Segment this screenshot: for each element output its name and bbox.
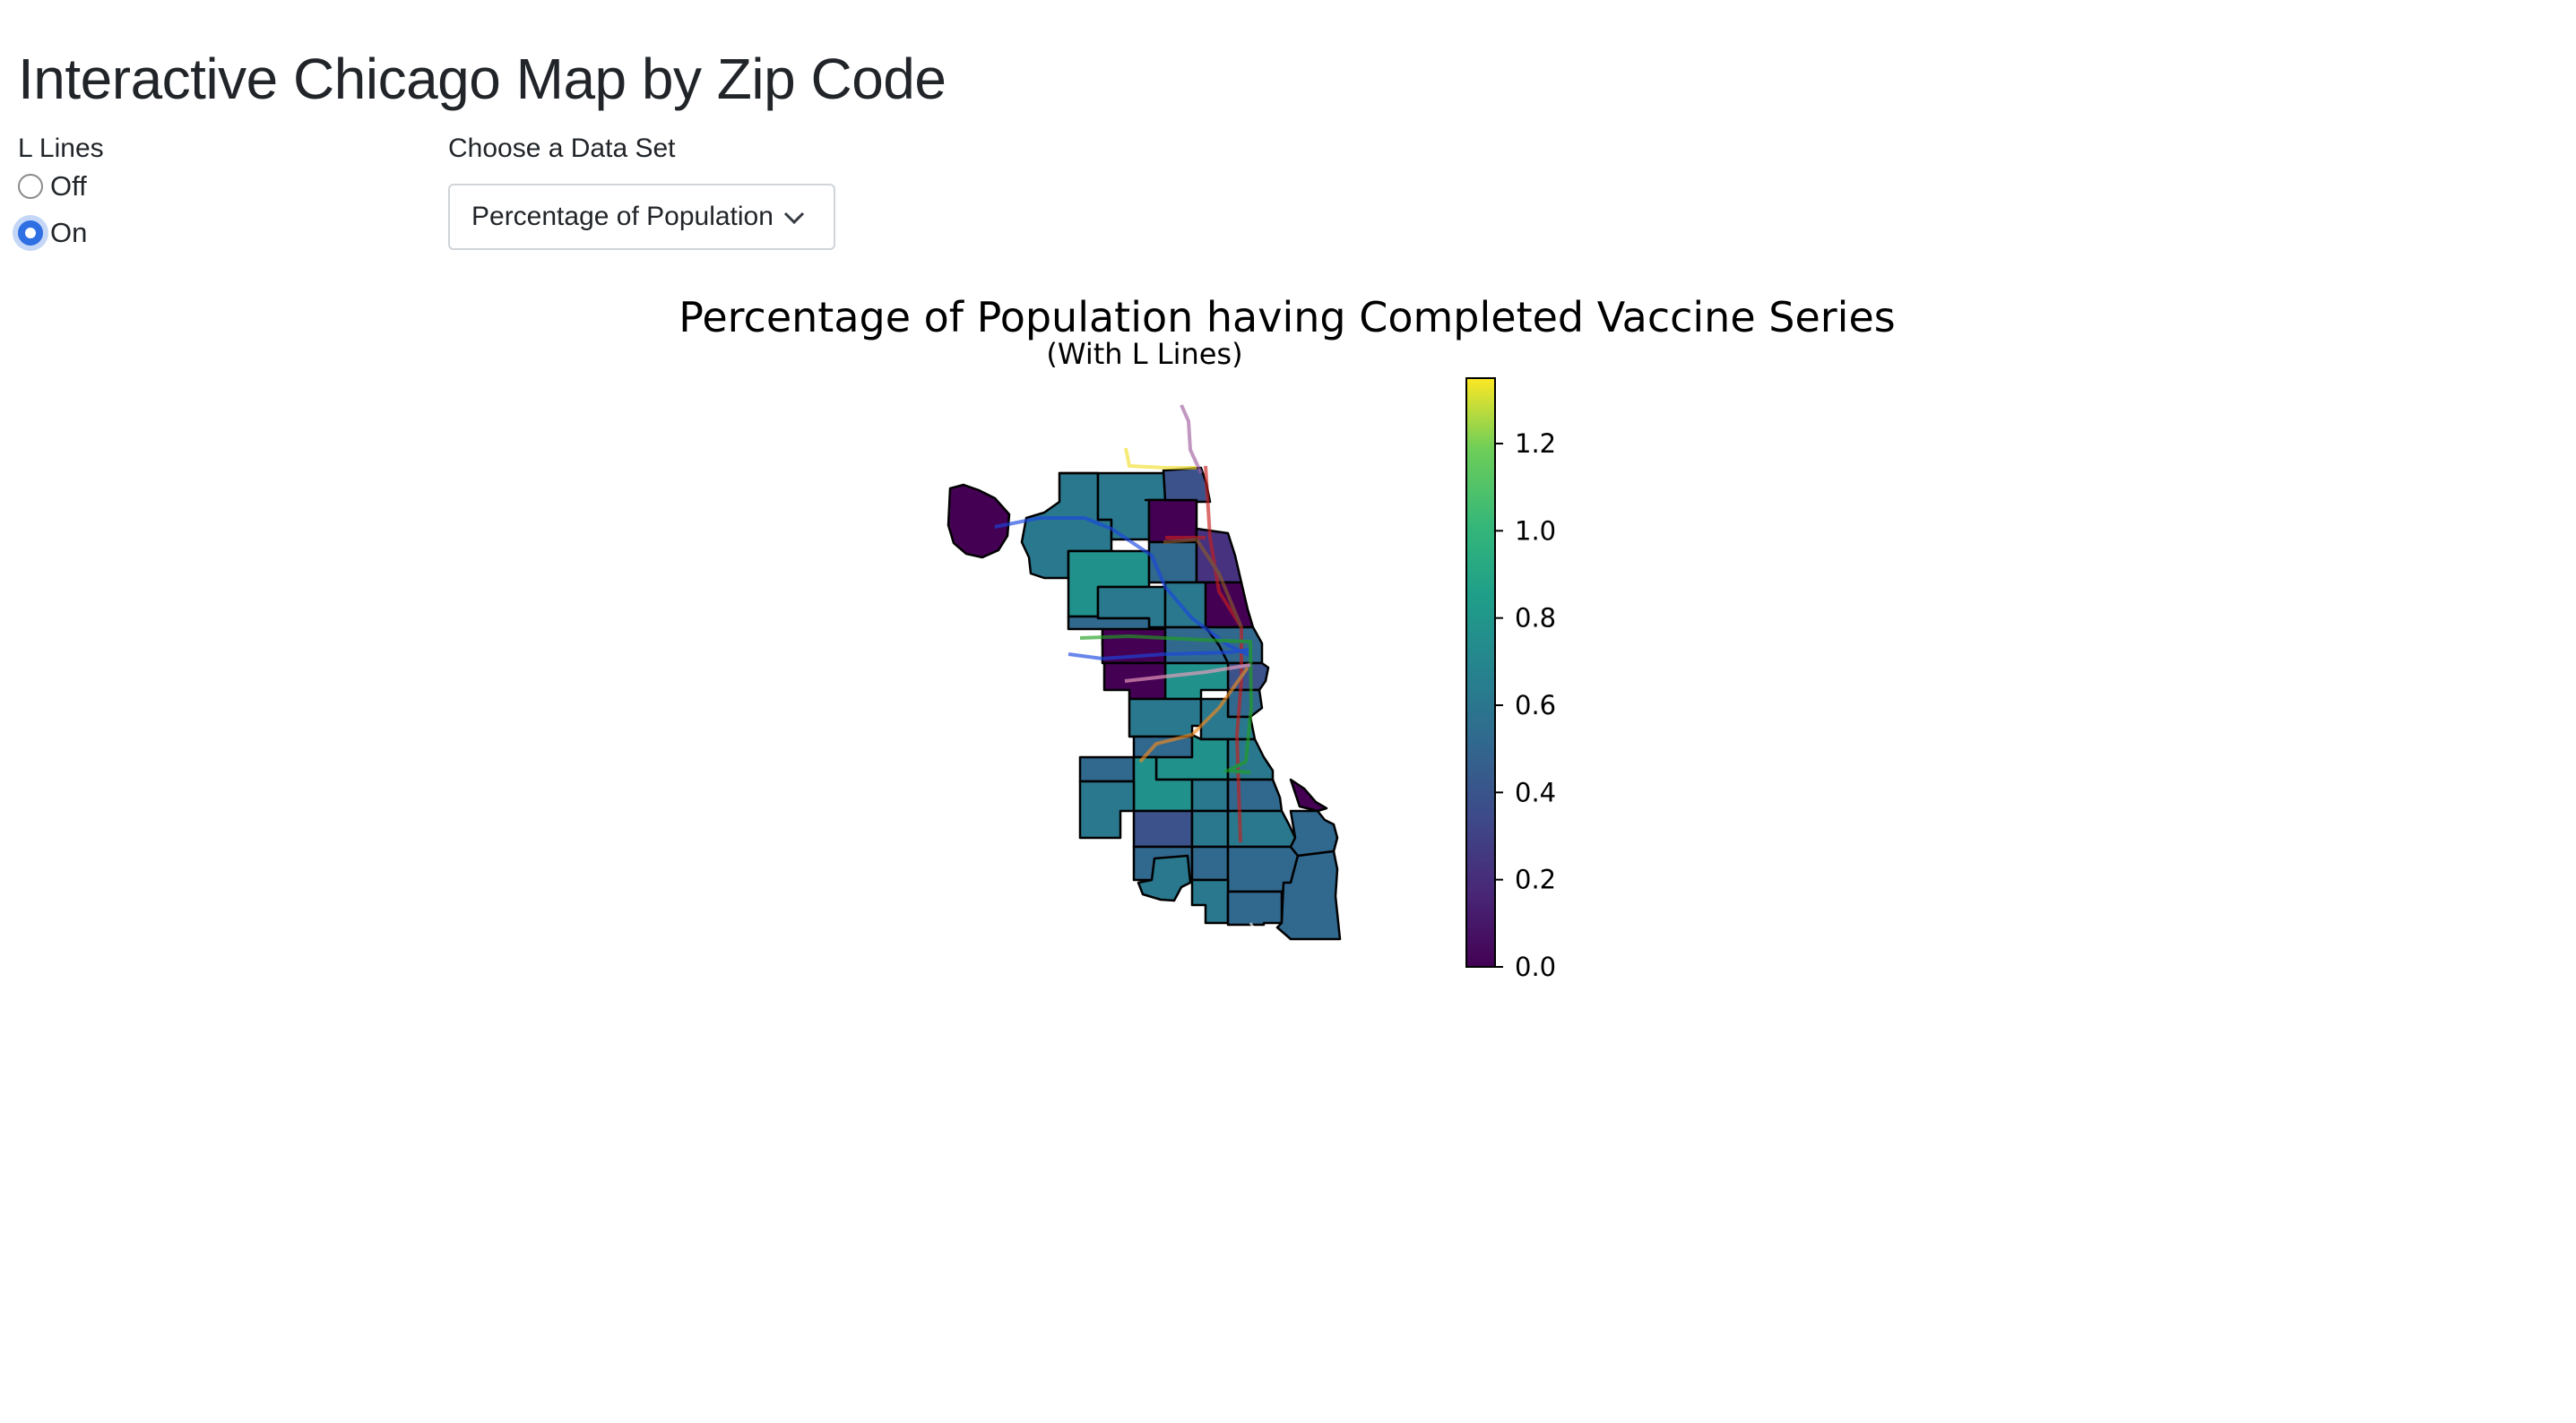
- zip-region-hegewisch: [1275, 849, 1342, 941]
- zip-region-gage-park: [1190, 778, 1230, 813]
- l-lines-on-option[interactable]: On: [18, 217, 87, 249]
- dataset-select-value: Percentage of Population having Complete…: [471, 202, 772, 231]
- chart-title: Percentage of Population having Complete…: [679, 293, 1895, 341]
- zip-region-avondale: [1163, 581, 1207, 629]
- orange-line: [1138, 666, 1249, 763]
- l-lines-off-radio[interactable]: [18, 174, 43, 199]
- l-lines-on-radio[interactable]: [18, 220, 43, 246]
- colorbar-ticks: 0.0 0.2 0.4 0.6 0.8 1.0 1.2: [1495, 428, 1556, 982]
- zip-region-pilsen: [1128, 697, 1203, 738]
- zip-region-east-side: [1289, 809, 1339, 858]
- zip-region-south-shore: [1289, 778, 1328, 813]
- red-line: [1204, 465, 1243, 843]
- chevron-down-icon: [782, 205, 807, 235]
- blue-line-west: [1068, 648, 1251, 661]
- l-lines-on-label: On: [50, 217, 88, 248]
- zip-region-garfield-ridge: [1078, 755, 1136, 783]
- grey-outline: [1249, 922, 1283, 943]
- l-lines-overlay: [994, 404, 1283, 943]
- l-lines-off-label: Off: [50, 170, 87, 202]
- yellow-line: [1124, 447, 1197, 470]
- colorbar-tick-label: 1.0: [1515, 515, 1556, 546]
- green-line: [1079, 634, 1254, 774]
- l-lines-off-option[interactable]: Off: [18, 170, 87, 203]
- chart-subtitle: (With L Lines): [1046, 337, 1242, 371]
- zip-region-roseland: [1226, 890, 1284, 927]
- zip-region-north-dark: [1144, 498, 1198, 544]
- colorbar-tick-label: 0.2: [1515, 865, 1556, 895]
- brown-line: [1163, 537, 1243, 628]
- chicago-zip-map: [947, 466, 1342, 941]
- pink-line: [1124, 663, 1251, 683]
- zip-region-south-loop: [1226, 688, 1264, 719]
- zip-region-beverly: [1190, 878, 1230, 925]
- zip-region-washington-park: [1226, 778, 1284, 813]
- blue-line-north: [994, 516, 1251, 658]
- dataset-select[interactable]: Percentage of Population having Complete…: [448, 184, 835, 250]
- colorbar-tick-label: 0.4: [1515, 777, 1556, 807]
- zip-region-mount-greenwood: [1137, 854, 1192, 902]
- colorbar-tick-label: 0.0: [1515, 952, 1556, 982]
- chart-figure: Percentage of Population having Complete…: [679, 293, 1895, 982]
- zip-region-chicago-lawn: [1190, 809, 1230, 849]
- dataset-label: Choose a Data Set: [448, 134, 676, 163]
- colorbar-tick-label: 0.6: [1515, 690, 1556, 720]
- zip-region-auburn-gresham: [1190, 845, 1230, 882]
- colorbar-tick-label: 1.2: [1515, 428, 1556, 459]
- colorbar: [1465, 377, 1496, 968]
- purple-line: [1180, 404, 1203, 474]
- l-lines-label: L Lines: [18, 134, 104, 163]
- zip-region-clearing: [1078, 780, 1136, 840]
- page-title: Interactive Chicago Map by Zip Code: [18, 47, 947, 111]
- zip-region-uptown: [1195, 527, 1243, 584]
- zip-region-west-lawn: [1132, 809, 1194, 849]
- colorbar-tick-label: 0.8: [1515, 603, 1556, 634]
- zip-region-bronzeville: [1226, 737, 1275, 781]
- zip-region-ohare: [947, 483, 1011, 559]
- zip-region-rogers-park: [1162, 466, 1212, 504]
